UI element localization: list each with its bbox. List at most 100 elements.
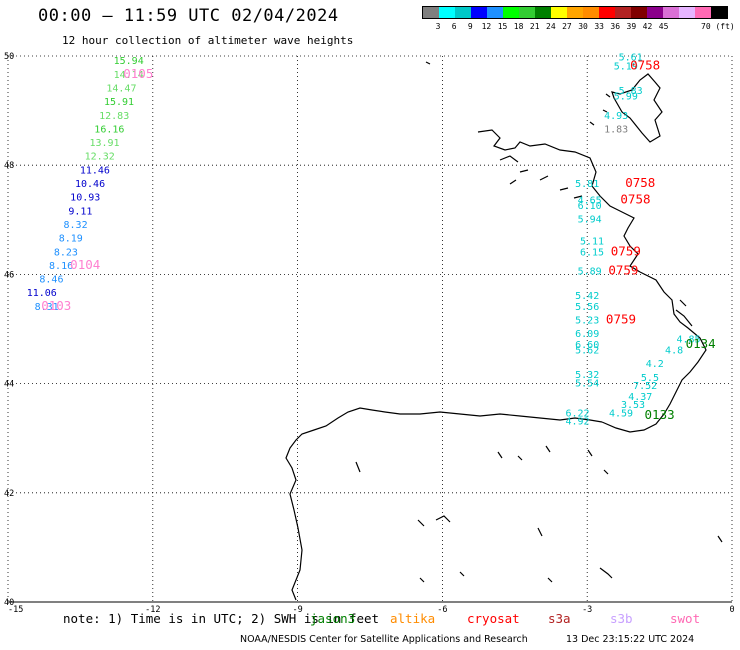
coastline-brittany-detail: [499, 155, 583, 199]
wave-height-value: 10.93: [70, 193, 100, 204]
colorbar-label: 39: [626, 22, 637, 31]
lon-tick-label: -15: [8, 605, 23, 615]
colorbar: [422, 6, 728, 19]
wave-height-value: 12.32: [85, 152, 115, 163]
colorbar-label: 9: [467, 22, 473, 31]
lon-tick-label: -6: [437, 605, 447, 615]
wave-height-value: 8.19: [59, 234, 83, 245]
wave-height-value: 4.65: [578, 195, 602, 206]
lon-tick-label: -9: [292, 605, 302, 615]
pass-time-label: 0758: [620, 191, 650, 206]
lat-tick-label: 42: [4, 489, 14, 499]
pass-time-label: 0759: [611, 243, 641, 258]
wave-height-value: 5.56: [575, 302, 599, 313]
coastline-brittany: [477, 129, 641, 273]
colorbar-swatch: [599, 7, 615, 18]
wave-height-value: 14.47: [106, 83, 136, 94]
colorbar-label: 45: [658, 22, 669, 31]
wave-height-value: 5.89: [578, 266, 602, 277]
pass-time-label: 0105: [123, 66, 153, 81]
axis-tick-labels: -15 -12 -9 -6 -3 0 50 48 46 44 42 40: [4, 52, 735, 615]
wave-height-value: 13.91: [89, 138, 119, 149]
timestamp-text: 13 Dec 23:15:22 UTC 2024: [566, 634, 695, 645]
colorbar-swatch: [503, 7, 519, 18]
colorbar-label: 15: [497, 22, 508, 31]
wave-height-value: 5.94: [578, 215, 602, 226]
colorbar-label: 33: [594, 22, 604, 31]
wave-height-value: 5.5: [641, 373, 659, 384]
wave-height-value: 6.22: [565, 408, 589, 419]
pass-time-label: 0759: [608, 262, 638, 277]
wave-height-value: 4.37: [628, 392, 652, 403]
wave-height-value: 15.94: [114, 56, 144, 67]
colorbar-swatch: [487, 7, 503, 18]
lon-tick-label: 0: [729, 605, 734, 615]
wave-height-value: 5.62: [575, 346, 599, 357]
coastline-gironde: [675, 299, 693, 327]
colorbar-swatch: [519, 7, 535, 18]
wave-height-value: 12.83: [99, 111, 129, 122]
wave-height-value: 5.42: [575, 291, 599, 302]
wave-height-value: 14.14: [114, 70, 144, 81]
pass-time-label: 0133: [645, 407, 675, 422]
wave-height-value: 6.09: [575, 329, 599, 340]
credit-text: NOAA/NESDIS Center for Satellite Applica…: [240, 634, 528, 645]
lat-tick-label: 48: [4, 161, 14, 171]
lat-tick-label: 46: [4, 270, 14, 280]
wave-height-value: 6.60: [575, 340, 599, 351]
wave-height-value: 5.19: [614, 62, 638, 73]
wave-height-value: 16.16: [94, 124, 124, 135]
colorbar-swatch: [663, 7, 679, 18]
colorbar-swatch: [647, 7, 663, 18]
coastline-france-north: [611, 73, 663, 143]
wave-height-value: 4.59: [609, 408, 633, 419]
colorbar-swatch: [471, 7, 487, 18]
wave-height-value: 8.32: [64, 220, 88, 231]
colorbar-label: 3: [435, 22, 441, 31]
colorbar-swatch: [567, 7, 583, 18]
wave-height-value: 5.83: [619, 86, 643, 97]
wave-height-value: 9.11: [68, 206, 92, 217]
satellite-legend-s3a: s3a: [548, 611, 571, 626]
lat-tick-label: 44: [4, 380, 14, 390]
lat-lon-grid: [7, 55, 733, 603]
wave-height-value: 11.06: [27, 288, 57, 299]
colorbar-swatch: [615, 7, 631, 18]
wave-height-value: 4.8: [665, 346, 683, 357]
pass-time-label: 0759: [606, 312, 636, 327]
pass-time-label: 0104: [70, 257, 100, 272]
coastline: [285, 61, 723, 601]
colorbar-label: 70 (ft): [701, 22, 735, 31]
colorbar-swatch: [551, 7, 567, 18]
coastline-biscay-east: [601, 271, 707, 433]
colorbar-labels: 3 6 9 12 15 18 21 24 27 30 33 36 39 42 45 70 (ft): [422, 22, 735, 34]
pass-time-label: 0758: [630, 58, 660, 73]
colorbar-label: 12: [481, 22, 492, 31]
colorbar-label: 27: [562, 22, 572, 31]
satellite-legend-s3b: s3b: [610, 611, 633, 626]
colorbar-label: 6: [451, 22, 457, 31]
wave-height-value: 8.31: [35, 302, 59, 313]
wave-height-value: 8.23: [54, 247, 78, 258]
lon-tick-label: -3: [582, 605, 592, 615]
note-text: note: 1) Time is in UTC; 2) SWH is in fe…: [63, 611, 380, 626]
wave-height-value: 6.15: [580, 247, 604, 258]
wave-height-value: 5.11: [580, 236, 604, 247]
satellite-legend-jason3: jason3: [310, 611, 356, 626]
pass-time-label: 0103: [41, 298, 71, 313]
satellite-legend-altika: altika: [390, 611, 436, 626]
satellite-legend-cryosat: cryosat: [467, 611, 520, 626]
wave-height-value: 5.61: [619, 52, 643, 63]
wave-height-value: 5.54: [575, 378, 599, 389]
wave-readings: 15.94 14.14 14.47 15.91 12.83 16.16 13.91 12.32…: [27, 52, 701, 427]
colorbar-swatch: [695, 7, 711, 18]
colorbar-swatch: [439, 7, 455, 18]
colorbar-label: 30: [578, 22, 588, 31]
wave-height-value: 5.81: [575, 179, 599, 190]
coastline-spain-north: [285, 407, 603, 601]
colorbar-swatch: [711, 7, 727, 18]
wave-height-value: 4.92: [565, 417, 589, 428]
wave-height-value: 4.85: [677, 335, 701, 346]
wave-height-value: 4.93: [604, 111, 628, 122]
